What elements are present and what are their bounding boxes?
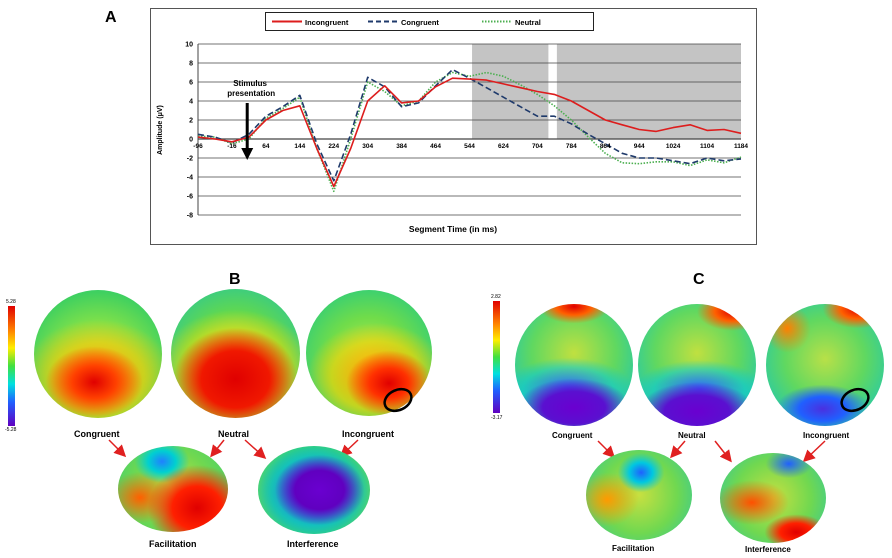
x-tick-144: 144: [294, 143, 305, 150]
arrows-b: [108, 439, 359, 460]
x-tick-784: 784: [566, 143, 577, 150]
y-tick--2: -2: [187, 156, 193, 163]
x-tick-1024: 1024: [666, 143, 681, 150]
x-tick-864: 864: [600, 143, 611, 150]
x-tick--16: -16: [227, 143, 237, 150]
label-b-facilitation: Facilitation: [149, 539, 197, 549]
arrows-c: [597, 440, 826, 463]
topomap-c-congruent: [515, 304, 633, 426]
series-line-congruent: [197, 68, 742, 182]
stimulus-label: Stimulus presentation: [227, 79, 275, 98]
x-tick-544: 544: [464, 143, 475, 150]
stimulus-annotation: Stimulus presentation: [227, 79, 275, 160]
topomap-b-interference: [258, 446, 370, 534]
topomap-c-facilitation: [586, 450, 692, 540]
legend-label-congruent: Congruent: [401, 18, 439, 27]
x-tick-704: 704: [532, 143, 543, 150]
x-tick-304: 304: [362, 143, 373, 150]
legend-label-incongruent: Incongruent: [305, 18, 349, 27]
panel-letter-a: A: [105, 9, 117, 26]
legend-label-neutral: Neutral: [515, 18, 541, 27]
label-c-interference: Interference: [745, 545, 791, 554]
colorbar-b-max: 5.28: [6, 299, 16, 305]
x-tick-624: 624: [498, 143, 509, 150]
colorbar-c-min: -3.17: [491, 415, 503, 421]
x-tick-1184: 1184: [734, 143, 748, 150]
label-c-congruent: Congruent: [552, 431, 593, 440]
x-tick-384: 384: [396, 143, 407, 150]
panel-letter-b: B: [229, 271, 241, 288]
y-tick--4: -4: [187, 175, 193, 182]
y-tick-6: 6: [189, 80, 193, 87]
colorbar-b: [8, 306, 15, 426]
x-tick-1104: 1104: [700, 143, 714, 150]
y-axis-title: Amplitude (μV): [157, 105, 164, 155]
chart-legend: Incongruent Congruent Neutral: [265, 12, 594, 31]
label-c-facilitation: Facilitation: [612, 544, 655, 553]
x-tick--96: -96: [193, 143, 203, 150]
topomap-c-neutral: [638, 304, 756, 426]
colorbar-c-max: 2.82: [491, 294, 501, 300]
x-tick-944: 944: [634, 143, 645, 150]
y-tick--8: -8: [187, 213, 193, 220]
series-line-neutral: [197, 71, 742, 193]
x-tick-64: 64: [262, 143, 270, 150]
x-tick-224: 224: [328, 143, 339, 150]
label-c-neutral: Neutral: [678, 431, 706, 440]
y-tick-0: 0: [189, 137, 193, 144]
series-line-incongruent: [197, 77, 742, 188]
y-tick-4: 4: [189, 99, 193, 106]
y-tick-10: 10: [185, 42, 193, 49]
label-b-incongruent: Incongruent: [342, 429, 394, 439]
erp-line-chart: -8 -6 -4 -2 0 2 4 6 8 10 -96 -16 64 144 224 304 384 464 54…: [150, 8, 757, 245]
y-tick--6: -6: [187, 194, 193, 201]
label-c-incongruent: Incongruent: [803, 431, 850, 440]
panel-letter-c: C: [693, 271, 705, 288]
topomap-b-congruent: [34, 290, 162, 418]
stimulus-arrow-head: [241, 148, 254, 160]
topomap-c-interference: [720, 453, 826, 543]
label-b-congruent: Congruent: [74, 429, 120, 439]
x-axis-title: Segment Time (in ms): [409, 224, 497, 234]
label-b-neutral: Neutral: [218, 429, 250, 439]
x-tick-464: 464: [430, 143, 441, 150]
topomap-b-neutral: [171, 289, 300, 418]
y-tick-8: 8: [189, 61, 193, 68]
y-tick-2: 2: [189, 118, 193, 125]
roi-ellipse-b: [383, 387, 413, 413]
shaded-region-2: [556, 44, 741, 139]
topomap-b-facilitation: [118, 446, 228, 532]
colorbar-c: [493, 301, 500, 413]
label-b-interference: Interference: [287, 539, 339, 549]
roi-ellipse-c: [840, 387, 870, 413]
colorbar-b-min: -5.28: [5, 427, 17, 433]
